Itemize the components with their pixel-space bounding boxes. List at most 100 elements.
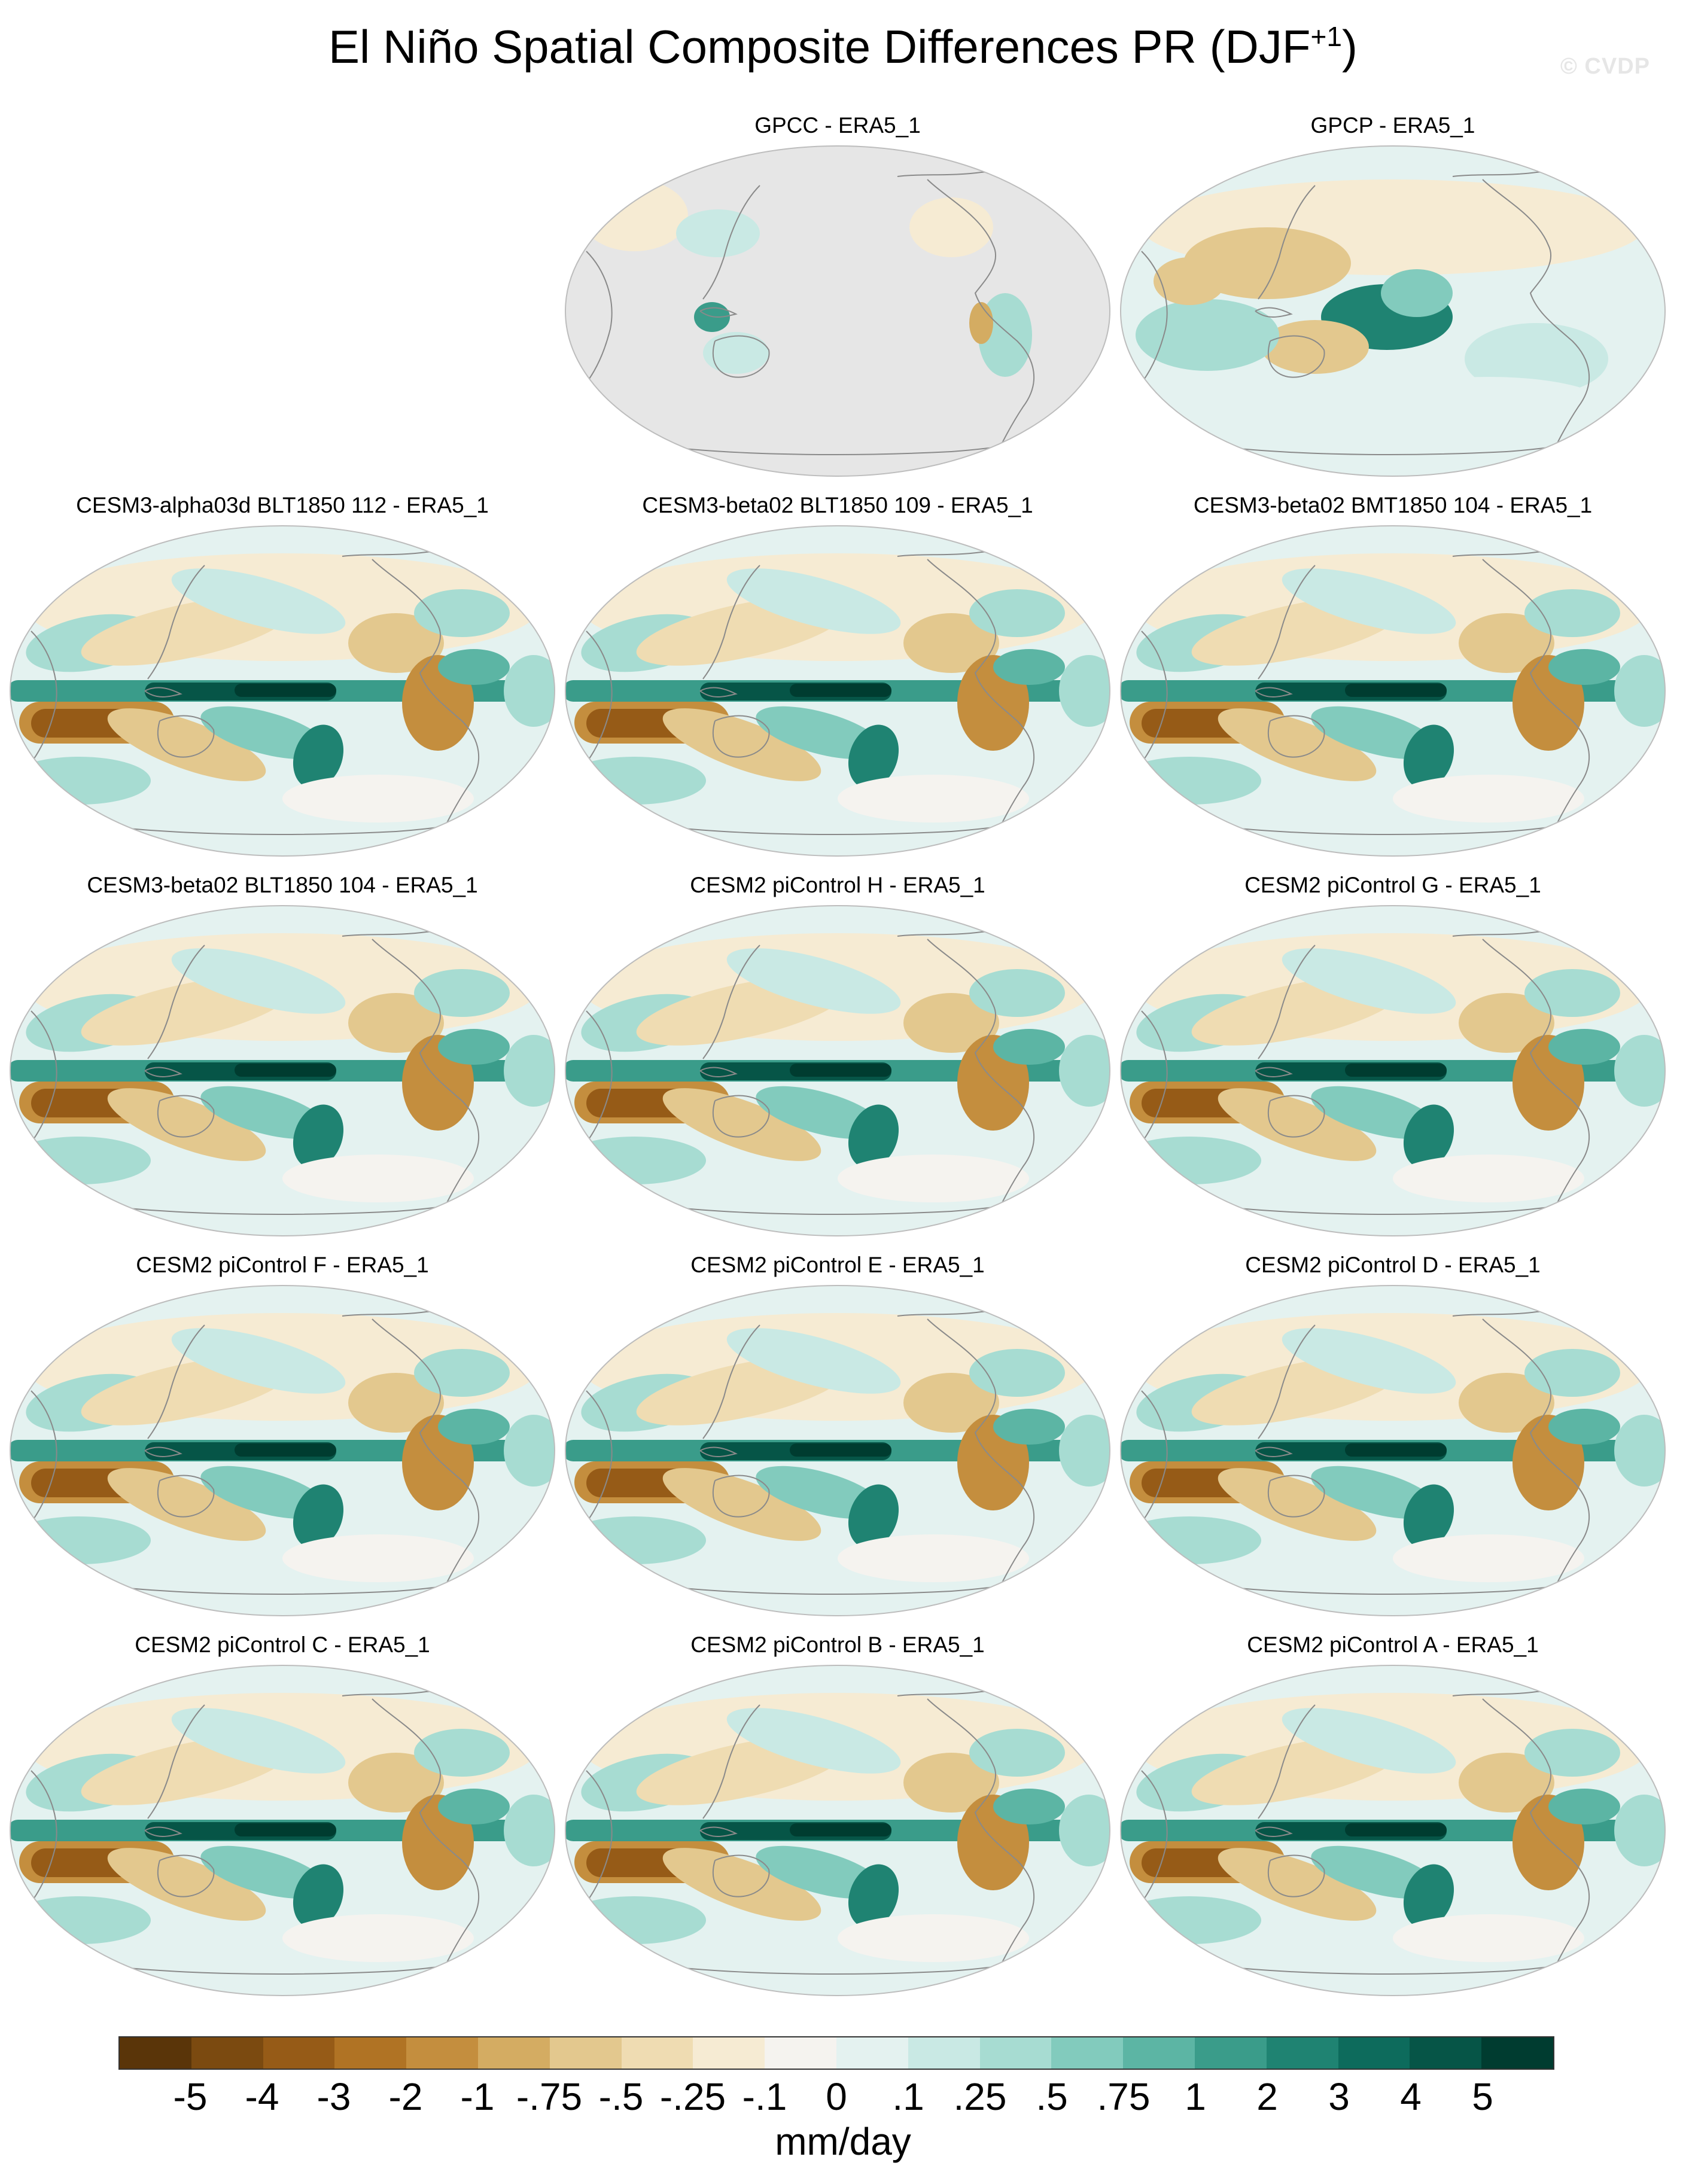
equatorial-wet-core [790, 1064, 891, 1077]
colorbar-tick-label: -.5 [598, 2075, 644, 2118]
equatorial-wet-core [1345, 1823, 1447, 1836]
colorbar-swatch [908, 2037, 980, 2069]
colorbar-swatch [765, 2037, 836, 2069]
anomaly-patch [726, 948, 901, 1014]
colorbar-swatch [334, 2037, 407, 2069]
coastline [31, 1770, 57, 1903]
colorbar-tick-labels: -5 -4 -3 -2 -1 -.75 -.5 -.25 -.1 0 .1 .25 .5 .75 1 2 3 4 5 [118, 2073, 1554, 2121]
coastline [586, 251, 613, 383]
colorbar-swatch [1051, 2037, 1124, 2069]
equatorial-wet-core [790, 684, 891, 697]
anomaly-patch [1459, 1373, 1554, 1433]
colorbar-swatch [1481, 2037, 1553, 2069]
anomaly-patch [348, 1373, 444, 1433]
anomaly-patch [438, 1029, 510, 1065]
anomaly-patch [662, 1468, 821, 1541]
coastline [586, 1390, 613, 1523]
coastline [1141, 1010, 1168, 1143]
coastline [702, 1704, 760, 1819]
anomaly-patch [756, 1466, 884, 1519]
colorbar-swatch [549, 2037, 622, 2069]
colorbar-swatch [1410, 2037, 1482, 2069]
coastline [1258, 565, 1316, 680]
anomaly-patch [848, 1104, 899, 1169]
map-boundary [565, 905, 1110, 1236]
panel-title: CESM2 piControl A - ERA5_1 [1247, 1632, 1539, 1657]
anomaly-patch [504, 1415, 555, 1487]
coastline [1267, 715, 1325, 758]
coastline [147, 945, 205, 1059]
map-plot [565, 525, 1110, 857]
anomaly-patch [504, 1795, 555, 1866]
anomaly-patch [1403, 724, 1454, 789]
anomaly-patch [993, 1789, 1065, 1824]
anomaly-patch [1459, 613, 1554, 673]
coastline [927, 1318, 1035, 1601]
anomaly-patch [438, 1409, 510, 1445]
land-anomaly [703, 332, 769, 374]
anomaly-patch [282, 1534, 474, 1582]
map-plot [1120, 525, 1666, 857]
colorbar-tick-label: .1 [892, 2075, 924, 2118]
anomaly-patch [200, 1466, 328, 1519]
anomaly-patch [348, 1753, 444, 1813]
equatorial-wet-core [235, 1443, 336, 1457]
coastline [144, 687, 182, 697]
colorbar-tick-label: -.75 [516, 2075, 583, 2118]
anomaly-patch [1261, 320, 1369, 374]
anomaly-patch [662, 1088, 821, 1161]
anomaly-patch [348, 613, 444, 673]
anomaly-patch [438, 649, 510, 685]
colorbar-tick-label: -3 [316, 2075, 351, 2118]
anomaly-patch [662, 708, 821, 781]
anomaly-patch [1459, 993, 1554, 1053]
map-plot [1120, 145, 1666, 477]
anomaly-patch [1282, 568, 1456, 634]
anomaly-patch [1121, 1896, 1261, 1944]
anomaly-patch [1524, 1349, 1620, 1397]
anomaly-patch [10, 757, 151, 805]
anomaly-patch [1403, 1104, 1454, 1169]
anomaly-patch [414, 589, 510, 637]
map-field [1121, 146, 1665, 476]
coastline [702, 945, 760, 1059]
map-plot [10, 1665, 555, 1996]
map-field [1121, 906, 1665, 1236]
coastline [157, 715, 215, 758]
panel-title: CESM3-beta02 BLT1850 104 - ERA5_1 [87, 873, 478, 897]
anomaly-patch [1524, 1729, 1620, 1777]
coastline [372, 1318, 480, 1601]
map-boundary [1120, 1285, 1666, 1616]
coastline [157, 1854, 215, 1897]
map-panel: CESM3-beta02 BLT1850 104 - ERA5_1 [7, 867, 558, 1238]
map-plot [565, 1665, 1110, 1996]
coastline [1267, 335, 1325, 378]
anomaly-patch [1524, 969, 1620, 1017]
map-plot [565, 145, 1110, 477]
colorbar-swatch [836, 2037, 908, 2069]
colorbar-swatch [477, 2037, 550, 2069]
anomaly-patch [414, 969, 510, 1017]
map-boundary [10, 1665, 555, 1996]
equatorial-wet-core [235, 1064, 336, 1077]
coastline [1482, 939, 1590, 1221]
map-field [10, 526, 555, 856]
anomaly-patch [1524, 589, 1620, 637]
colorbar-tick-label: .5 [1036, 2075, 1068, 2118]
anomaly-patch [1614, 1795, 1665, 1866]
anomaly-patch [969, 1349, 1065, 1397]
coastline [1258, 1704, 1316, 1819]
coastline [586, 1010, 613, 1143]
coastlines [586, 171, 1054, 461]
coastline [372, 939, 480, 1221]
colorbar-tick-label: -1 [460, 2075, 495, 2118]
anomaly-patch [756, 1086, 884, 1140]
anomaly-patch [293, 724, 344, 789]
colorbar-swatch [979, 2037, 1052, 2069]
coastline [927, 559, 1035, 841]
map-boundary [565, 145, 1110, 477]
anomaly-patch [1059, 1035, 1110, 1107]
equatorial-wet-core [790, 1823, 891, 1836]
coastline [712, 1854, 770, 1897]
equatorial-wet-core [1345, 684, 1447, 697]
